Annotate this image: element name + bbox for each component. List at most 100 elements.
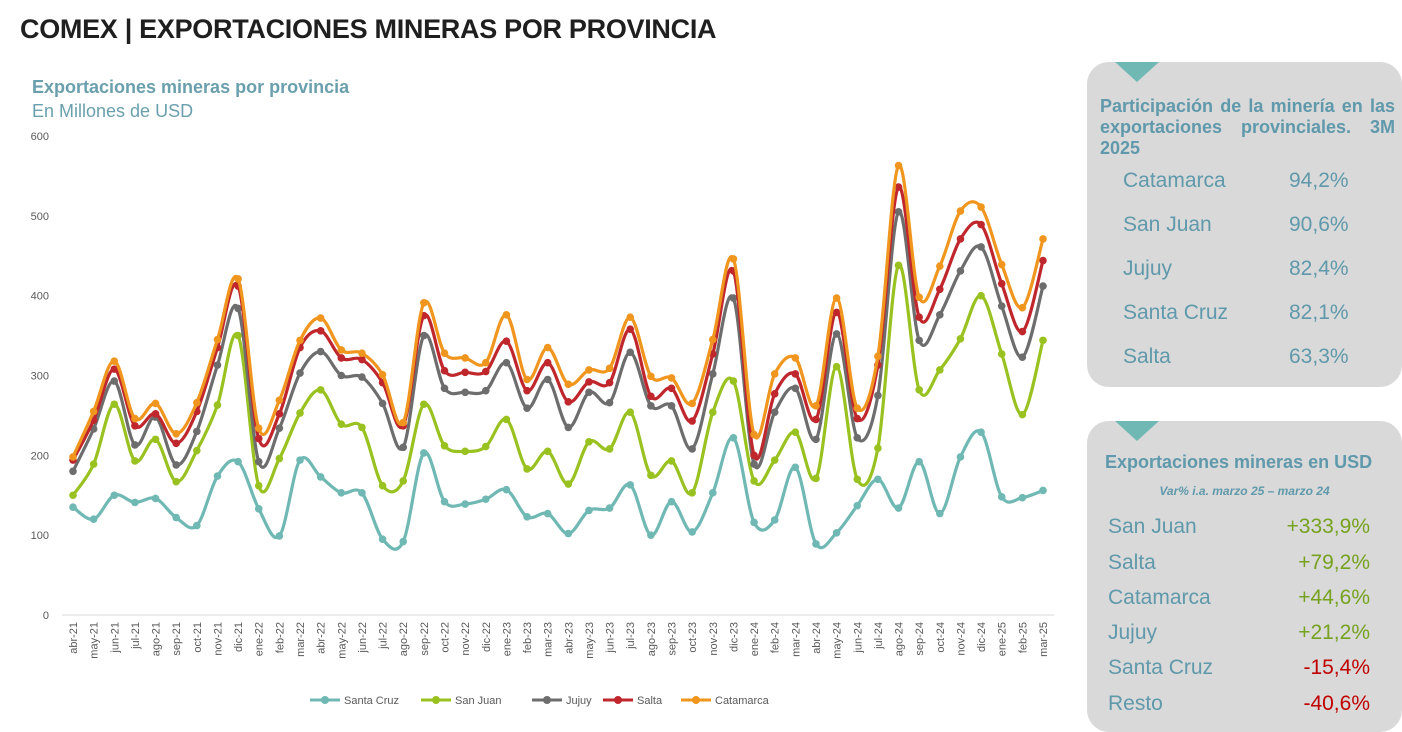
share-row: Santa Cruz 82,1% [1123, 301, 1363, 325]
data-point-catamarca [750, 430, 758, 439]
x-tick-label: oct-21 [192, 622, 204, 653]
data-point-santa-cruz [358, 489, 366, 497]
data-point-santa-cruz [853, 501, 862, 510]
data-point-santa-cruz [977, 428, 985, 436]
data-point-santa-cruz [1039, 486, 1047, 495]
data-point-salta [502, 337, 511, 345]
data-point-san-juan [729, 377, 738, 385]
data-point-santa-cruz [296, 456, 304, 464]
variation-panel-subtitle: Var% i.a. marzo 25 – marzo 24 [1159, 484, 1330, 498]
legend-label-salta: Salta [637, 695, 663, 707]
x-tick-label: feb-22 [274, 622, 286, 653]
data-point-catamarca [131, 414, 139, 423]
legend-label-jujuy: Jujuy [566, 695, 592, 707]
data-point-salta [543, 358, 552, 367]
data-point-san-juan [564, 480, 573, 488]
data-point-santa-cruz [131, 498, 139, 507]
data-point-jujuy [110, 377, 119, 385]
data-point-salta [750, 451, 758, 460]
data-point-san-juan [193, 446, 201, 455]
variation-row: Resto -40,6% [1108, 692, 1378, 716]
legend-marker-santa-cruz [321, 696, 329, 704]
x-tick-label: oct-23 [687, 622, 699, 653]
data-point-jujuy [812, 435, 820, 444]
variation-row-value: +333,9% [1286, 515, 1371, 538]
series-line-jujuy [71, 210, 1045, 472]
legend-marker-san-juan [432, 696, 440, 704]
data-point-jujuy [564, 423, 573, 432]
variation-row-province: Santa Cruz [1108, 656, 1214, 679]
share-row-province: Salta [1123, 345, 1171, 368]
data-point-santa-cruz [254, 505, 263, 513]
share-panel-title: Participación de la minería en las expor… [1100, 96, 1395, 158]
data-point-salta [358, 355, 366, 364]
data-point-catamarca [667, 374, 676, 382]
x-tick-label: dic-24 [976, 622, 988, 652]
data-point-san-juan [750, 477, 758, 485]
variation-row-province: San Juan [1108, 515, 1197, 538]
data-point-santa-cruz [832, 528, 841, 537]
data-point-catamarca [69, 453, 77, 461]
variation-row-value: -40,6% [1303, 692, 1370, 715]
data-point-san-juan [399, 477, 408, 485]
data-point-san-juan [915, 386, 923, 394]
x-tick-label: jul-24 [873, 622, 885, 650]
data-point-salta [1039, 256, 1047, 265]
x-tick-label: nov-22 [460, 622, 472, 656]
data-point-jujuy [275, 424, 284, 432]
data-point-catamarca [254, 424, 263, 432]
data-point-catamarca [770, 370, 779, 378]
chart-subtitle: En Millones de USD [32, 101, 194, 121]
data-point-san-juan [420, 400, 428, 409]
y-tick-label: 400 [31, 291, 49, 303]
share-row-province: San Juan [1123, 213, 1212, 236]
data-point-santa-cruz [440, 497, 449, 506]
data-point-santa-cruz [605, 504, 614, 512]
data-point-san-juan [69, 491, 77, 500]
x-tick-label: abr-21 [68, 622, 80, 654]
legend-marker-jujuy [543, 696, 551, 704]
data-point-santa-cruz [894, 504, 903, 512]
data-point-jujuy [213, 361, 222, 369]
data-point-santa-cruz [812, 540, 820, 548]
variation-row: Santa Cruz -15,4% [1108, 656, 1378, 680]
data-point-catamarca [420, 299, 428, 307]
x-tick-label: jul-22 [378, 622, 390, 650]
share-row-value: 63,3% [1289, 345, 1349, 368]
data-point-jujuy [358, 373, 366, 381]
data-point-san-juan [110, 400, 119, 409]
data-point-catamarca [832, 294, 841, 302]
data-point-jujuy [585, 388, 593, 397]
x-tick-label: jun-21 [109, 622, 121, 654]
data-point-jujuy [461, 388, 469, 397]
x-tick-label: ene-25 [997, 622, 1009, 656]
y-tick-label: 0 [43, 610, 49, 622]
data-point-catamarca [894, 161, 903, 170]
y-tick-label: 500 [31, 211, 49, 223]
data-point-jujuy [502, 358, 511, 367]
share-row-province: Santa Cruz [1123, 301, 1229, 324]
legend-label-santa-cruz: Santa Cruz [344, 695, 399, 707]
data-point-santa-cruz [523, 513, 531, 521]
data-point-catamarca [956, 207, 965, 215]
x-tick-label: feb-25 [1017, 622, 1029, 653]
data-point-santa-cruz [151, 494, 160, 503]
data-point-santa-cruz [543, 509, 552, 518]
share-row-province: Jujuy [1123, 257, 1173, 280]
series-line-santa-cruz [72, 429, 1044, 551]
data-point-salta [997, 279, 1006, 288]
x-tick-label: may-24 [832, 622, 844, 659]
data-point-catamarca [564, 380, 573, 389]
data-point-san-juan [936, 366, 944, 374]
data-point-santa-cruz [1018, 493, 1027, 502]
y-tick-label: 200 [31, 450, 49, 462]
data-point-jujuy [523, 404, 531, 413]
share-row: Jujuy 82,4% [1123, 257, 1363, 281]
data-point-santa-cruz [502, 485, 511, 494]
x-tick-label: dic-23 [728, 622, 740, 652]
data-point-santa-cruz [874, 475, 882, 484]
x-tick-label: oct-22 [439, 622, 451, 653]
x-tick-label: sep-21 [171, 622, 183, 656]
data-point-catamarca [193, 398, 201, 407]
data-point-jujuy [750, 460, 758, 468]
